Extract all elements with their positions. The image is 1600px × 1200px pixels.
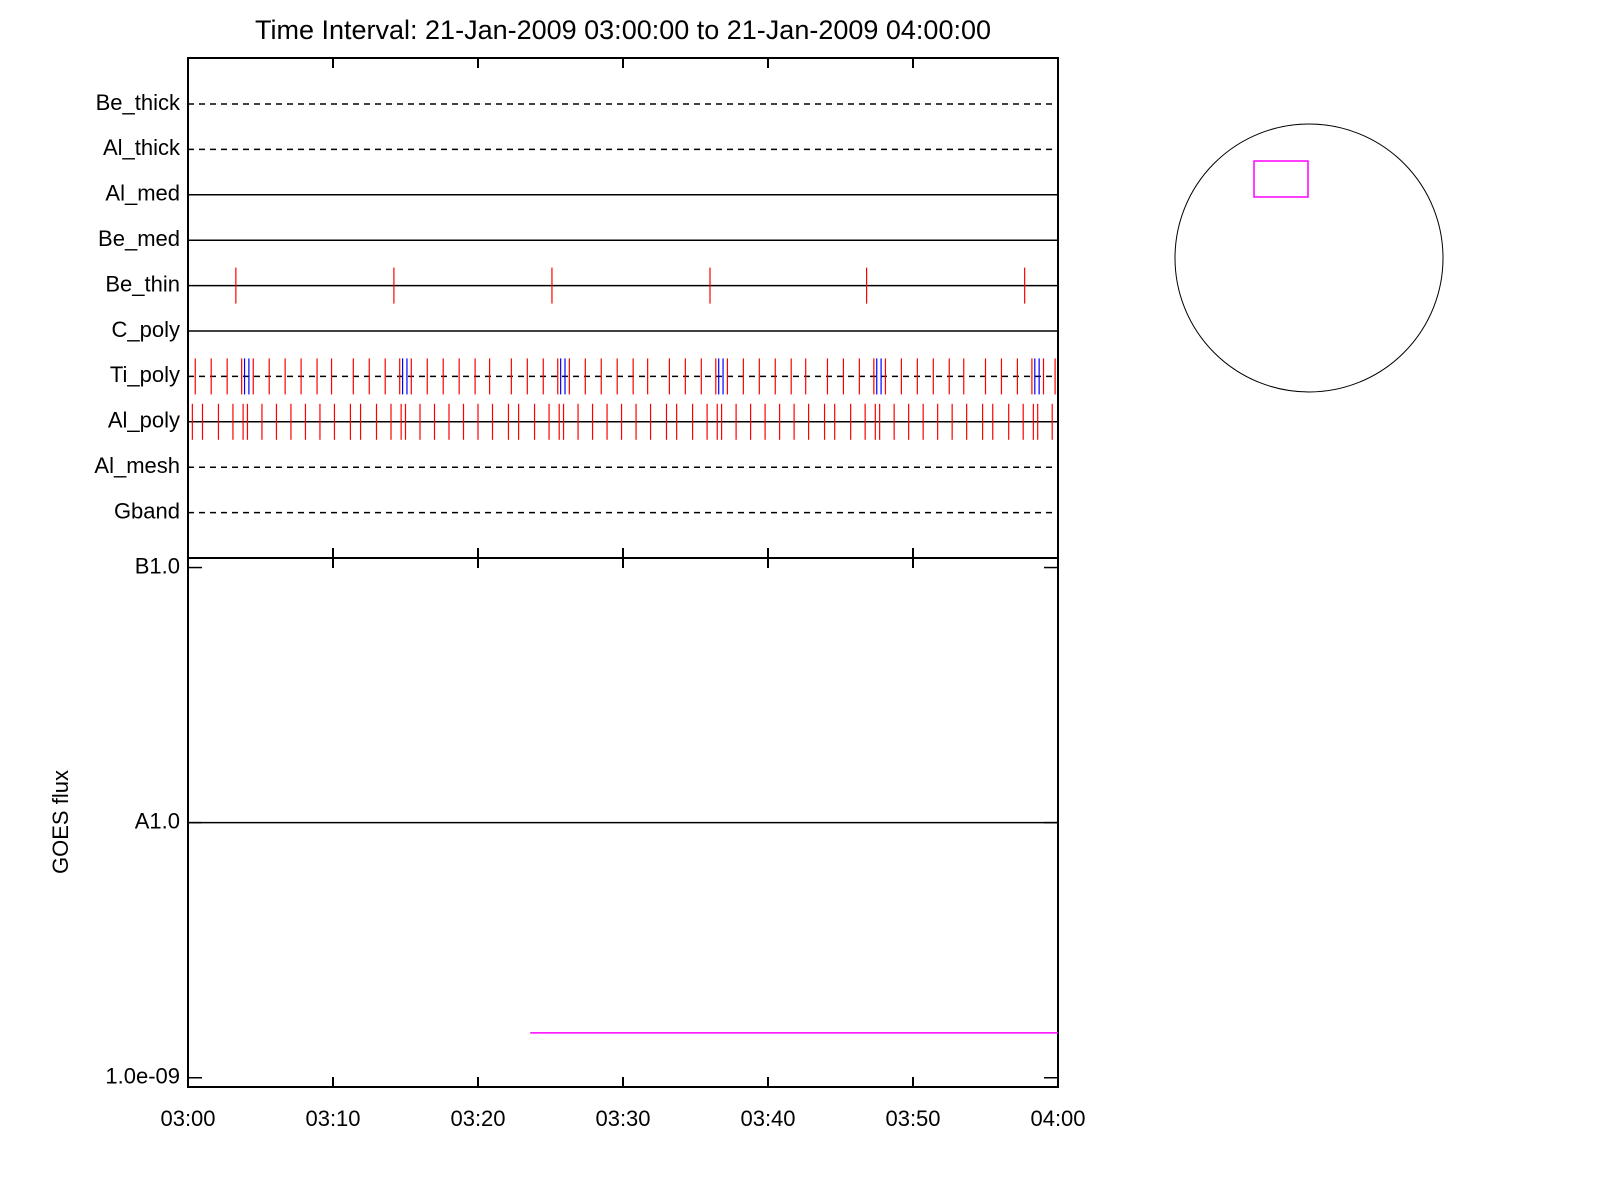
x-tick-label: 03:20 xyxy=(450,1106,505,1131)
x-tick-label: 03:30 xyxy=(595,1106,650,1131)
y-axis-label: GOES flux xyxy=(48,770,73,874)
y-tick-label: B1.0 xyxy=(135,553,180,578)
y-tick-label: A1.0 xyxy=(135,808,180,833)
x-tick-label: 03:50 xyxy=(885,1106,940,1131)
x-tick-label: 03:00 xyxy=(160,1106,215,1131)
row-label: Al_thick xyxy=(103,135,181,160)
row-label: Be_med xyxy=(98,226,180,251)
row-label: Al_poly xyxy=(108,408,180,433)
x-tick-label: 04:00 xyxy=(1030,1106,1085,1131)
y-tick-label: 1.0e-09 xyxy=(105,1064,180,1089)
x-tick-label: 03:40 xyxy=(740,1106,795,1131)
chart-title: Time Interval: 21-Jan-2009 03:00:00 to 2… xyxy=(255,15,991,45)
row-label: Al_med xyxy=(105,181,180,206)
field-of-view xyxy=(1253,160,1309,198)
row-label: Gband xyxy=(114,498,180,523)
row-label: C_poly xyxy=(112,317,180,342)
top-frame xyxy=(187,57,1059,559)
row-label: Be_thin xyxy=(105,271,180,296)
row-label: Al_mesh xyxy=(94,453,180,478)
row-label: Be_thick xyxy=(96,90,181,115)
sun-disk xyxy=(1174,123,1444,393)
x-tick-label: 03:10 xyxy=(305,1106,360,1131)
row-label: Ti_poly xyxy=(110,362,180,387)
